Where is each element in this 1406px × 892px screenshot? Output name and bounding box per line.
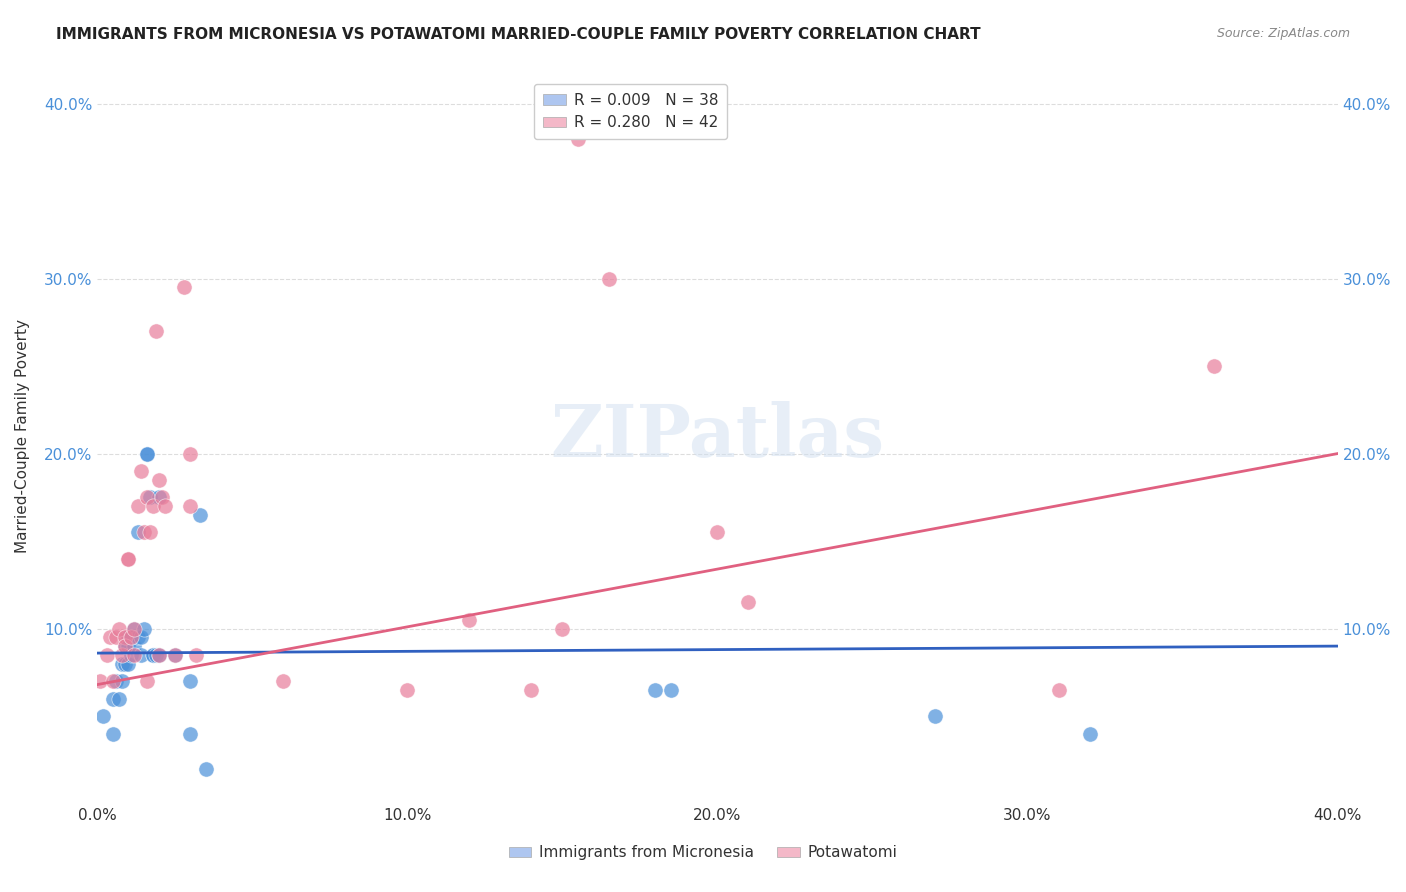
Point	[139, 525, 162, 540]
Point	[111, 657, 134, 671]
Point	[124, 622, 146, 636]
Point	[135, 446, 157, 460]
Point	[179, 674, 201, 689]
Legend: R = 0.009   N = 38, R = 0.280   N = 42: R = 0.009 N = 38, R = 0.280 N = 42	[534, 84, 727, 139]
Point	[271, 674, 294, 689]
Point	[132, 622, 155, 636]
Y-axis label: Married-Couple Family Poverty: Married-Couple Family Poverty	[15, 319, 30, 553]
Point	[96, 648, 118, 662]
Point	[644, 682, 666, 697]
Point	[127, 631, 149, 645]
Point	[173, 280, 195, 294]
Point	[117, 657, 139, 671]
Point	[142, 648, 165, 662]
Point	[148, 491, 170, 505]
Point	[114, 631, 136, 645]
Point	[598, 271, 620, 285]
Point	[120, 631, 142, 645]
Text: Source: ZipAtlas.com: Source: ZipAtlas.com	[1216, 27, 1350, 40]
Point	[135, 491, 157, 505]
Point	[104, 631, 127, 645]
Point	[98, 631, 121, 645]
Point	[706, 525, 728, 540]
Point	[101, 726, 124, 740]
Point	[114, 639, 136, 653]
Point	[108, 622, 131, 636]
Point	[127, 525, 149, 540]
Point	[120, 648, 142, 662]
Point	[1202, 359, 1225, 373]
Point	[139, 491, 162, 505]
Point	[108, 691, 131, 706]
Point	[117, 551, 139, 566]
Point	[111, 674, 134, 689]
Point	[179, 499, 201, 513]
Point	[127, 499, 149, 513]
Point	[111, 648, 134, 662]
Point	[179, 446, 201, 460]
Point	[924, 709, 946, 723]
Point	[89, 674, 111, 689]
Point	[520, 682, 543, 697]
Point	[659, 682, 682, 697]
Point	[1078, 726, 1101, 740]
Point	[120, 631, 142, 645]
Point	[396, 682, 419, 697]
Point	[93, 709, 115, 723]
Point	[129, 648, 152, 662]
Point	[124, 639, 146, 653]
Point	[148, 473, 170, 487]
Text: IMMIGRANTS FROM MICRONESIA VS POTAWATOMI MARRIED-COUPLE FAMILY POVERTY CORRELATI: IMMIGRANTS FROM MICRONESIA VS POTAWATOMI…	[56, 27, 981, 42]
Point	[551, 622, 574, 636]
Point	[101, 691, 124, 706]
Legend: Immigrants from Micronesia, Potawatomi: Immigrants from Micronesia, Potawatomi	[502, 839, 904, 866]
Point	[163, 648, 186, 662]
Point	[132, 525, 155, 540]
Point	[142, 499, 165, 513]
Point	[117, 551, 139, 566]
Point	[117, 639, 139, 653]
Point	[155, 499, 177, 513]
Point	[142, 648, 165, 662]
Point	[124, 622, 146, 636]
Point	[737, 595, 759, 609]
Point	[124, 648, 146, 662]
Point	[150, 491, 173, 505]
Point	[135, 674, 157, 689]
Point	[145, 324, 167, 338]
Text: ZIPatlas: ZIPatlas	[550, 401, 884, 472]
Point	[114, 657, 136, 671]
Point	[458, 613, 481, 627]
Point	[188, 508, 211, 522]
Point	[1047, 682, 1070, 697]
Point	[129, 631, 152, 645]
Point	[145, 648, 167, 662]
Point	[135, 446, 157, 460]
Point	[114, 639, 136, 653]
Point	[101, 674, 124, 689]
Point	[104, 674, 127, 689]
Point	[129, 464, 152, 478]
Point	[148, 648, 170, 662]
Point	[194, 762, 217, 776]
Point	[179, 726, 201, 740]
Point	[186, 648, 208, 662]
Point	[163, 648, 186, 662]
Point	[148, 648, 170, 662]
Point	[567, 131, 589, 145]
Point	[117, 631, 139, 645]
